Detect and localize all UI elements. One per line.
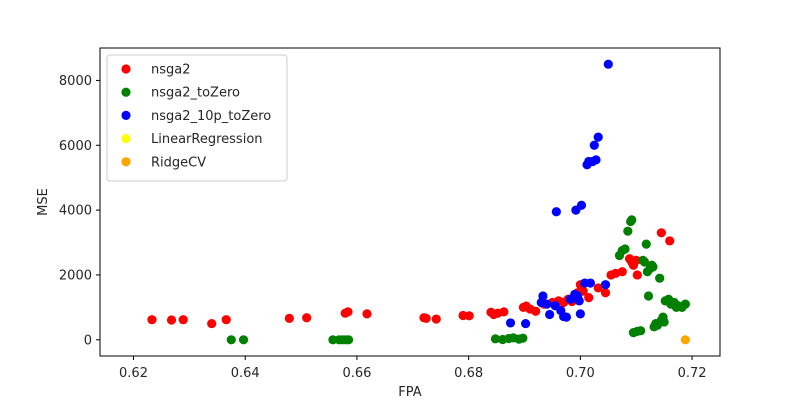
point-nsga2-4 [221, 315, 231, 325]
y-tick-label: 2000 [59, 268, 92, 283]
series-nsga2 [147, 228, 675, 329]
point-nsga2_toZero-15 [620, 244, 630, 254]
point-nsga2_toZero-1 [238, 335, 249, 345]
point-nsga2-5 [284, 313, 294, 323]
point-nsga2_10p_toZero-22 [585, 278, 596, 288]
point-nsga2_toZero-12 [518, 333, 528, 343]
point-nsga2_10p_toZero-5 [545, 309, 555, 320]
x-tick-label: 0.62 [119, 366, 148, 381]
series-nsga2_10p_toZero [505, 59, 613, 329]
point-nsga2_10p_toZero-25 [591, 155, 601, 165]
legend-item-nsga2_toZero: nsga2_toZero [121, 86, 240, 101]
legend: nsga2 nsga2_toZero nsga2_10p_toZero LinearR… [106, 54, 288, 182]
legend-item-nsga2_10p_toZero: nsga2_10p_toZero [121, 109, 271, 124]
point-nsga2-34 [600, 288, 611, 298]
legend-box [106, 54, 288, 182]
point-nsga2_toZero-21 [636, 326, 646, 336]
point-nsga2-37 [617, 267, 627, 277]
point-nsga2-3 [207, 318, 217, 329]
point-nsga2_toZero-29 [648, 262, 658, 272]
point-nsga2_10p_toZero-3 [538, 291, 548, 301]
point-nsga2-9 [362, 309, 372, 319]
point-nsga2_10p_toZero-24 [589, 140, 599, 150]
legend-marker [121, 110, 131, 120]
legend-label: nsga2 [151, 63, 191, 78]
point-nsga2_toZero-36 [659, 317, 669, 327]
point-nsga2_10p_toZero-18 [576, 200, 587, 210]
point-nsga2_10p_toZero-16 [574, 296, 584, 306]
point-nsga2_10p_toZero-28 [603, 59, 613, 69]
series-RidgeCV [680, 335, 690, 345]
point-nsga2_10p_toZero-1 [521, 318, 531, 329]
point-nsga2-18 [499, 307, 509, 317]
legend-item-LinearRegression: LinearRegression [121, 132, 263, 147]
point-nsga2-6 [302, 313, 312, 323]
y-tick-label: 8000 [59, 74, 92, 89]
point-nsga2_toZero-16 [623, 226, 633, 236]
point-nsga2-42 [632, 270, 642, 280]
point-nsga2_10p_toZero-27 [600, 280, 611, 290]
point-nsga2_10p_toZero-4 [542, 299, 552, 309]
point-nsga2-32 [584, 293, 594, 303]
point-nsga2_toZero-24 [641, 239, 651, 249]
legend-marker [121, 64, 131, 74]
point-nsga2-22 [531, 306, 541, 316]
point-RidgeCV-0 [680, 335, 690, 345]
legend-marker [121, 157, 131, 167]
x-axis-label: FPA [398, 385, 421, 400]
point-nsga2_10p_toZero-7 [551, 207, 561, 217]
point-nsga2-41 [631, 255, 641, 265]
plot-frame [99, 47, 721, 357]
point-nsga2-33 [593, 283, 603, 293]
x-tick-label: 0.64 [231, 366, 260, 381]
point-nsga2_toZero-33 [655, 273, 665, 283]
legend-label: LinearRegression [151, 132, 263, 147]
legend-marker [121, 134, 131, 144]
data-points [147, 59, 690, 345]
point-nsga2_toZero-6 [343, 335, 354, 345]
legend-item-nsga2: nsga2 [121, 63, 191, 78]
point-nsga2_toZero-23 [639, 257, 650, 267]
point-nsga2-1 [166, 315, 177, 325]
y-tick-label: 4000 [59, 204, 92, 219]
legend-label: nsga2_toZero [151, 86, 240, 101]
point-nsga2-11 [421, 313, 431, 323]
point-nsga2_toZero-18 [627, 215, 637, 225]
legend-label: nsga2_10p_toZero [151, 109, 271, 124]
point-nsga2_toZero-26 [643, 291, 654, 301]
point-nsga2-8 [343, 307, 353, 317]
point-nsga2_10p_toZero-10 [561, 312, 572, 322]
x-tick-label: 0.68 [454, 366, 483, 381]
x-tick-label: 0.70 [566, 366, 595, 381]
point-nsga2-14 [464, 311, 474, 321]
point-nsga2-43 [656, 228, 666, 238]
point-nsga2_10p_toZero-26 [593, 132, 603, 142]
series-nsga2_toZero [226, 215, 690, 345]
point-nsga2_10p_toZero-0 [505, 318, 516, 328]
point-nsga2_10p_toZero-17 [575, 309, 585, 319]
x-tick-label: 0.72 [678, 366, 707, 381]
y-tick-label: 0 [84, 333, 92, 348]
point-nsga2_toZero-7 [490, 334, 501, 344]
legend-label: RidgeCV [151, 155, 206, 170]
point-nsga2_toZero-44 [680, 299, 690, 309]
legend-marker [121, 87, 131, 97]
x-tick-label: 0.66 [342, 366, 371, 381]
point-nsga2-0 [147, 315, 157, 325]
point-nsga2-44 [665, 236, 675, 246]
y-tick-label: 6000 [59, 139, 92, 154]
y-axis: 0 2000 4000 6000 8000 [59, 74, 100, 348]
point-nsga2-12 [431, 314, 441, 324]
x-axis: 0.62 0.64 0.66 0.68 0.70 0.72 [119, 356, 707, 381]
y-axis-label: MSE [36, 188, 51, 216]
legend-item-RidgeCV: RidgeCV [121, 155, 206, 170]
point-nsga2_toZero-0 [226, 335, 236, 345]
point-nsga2-2 [178, 315, 188, 325]
